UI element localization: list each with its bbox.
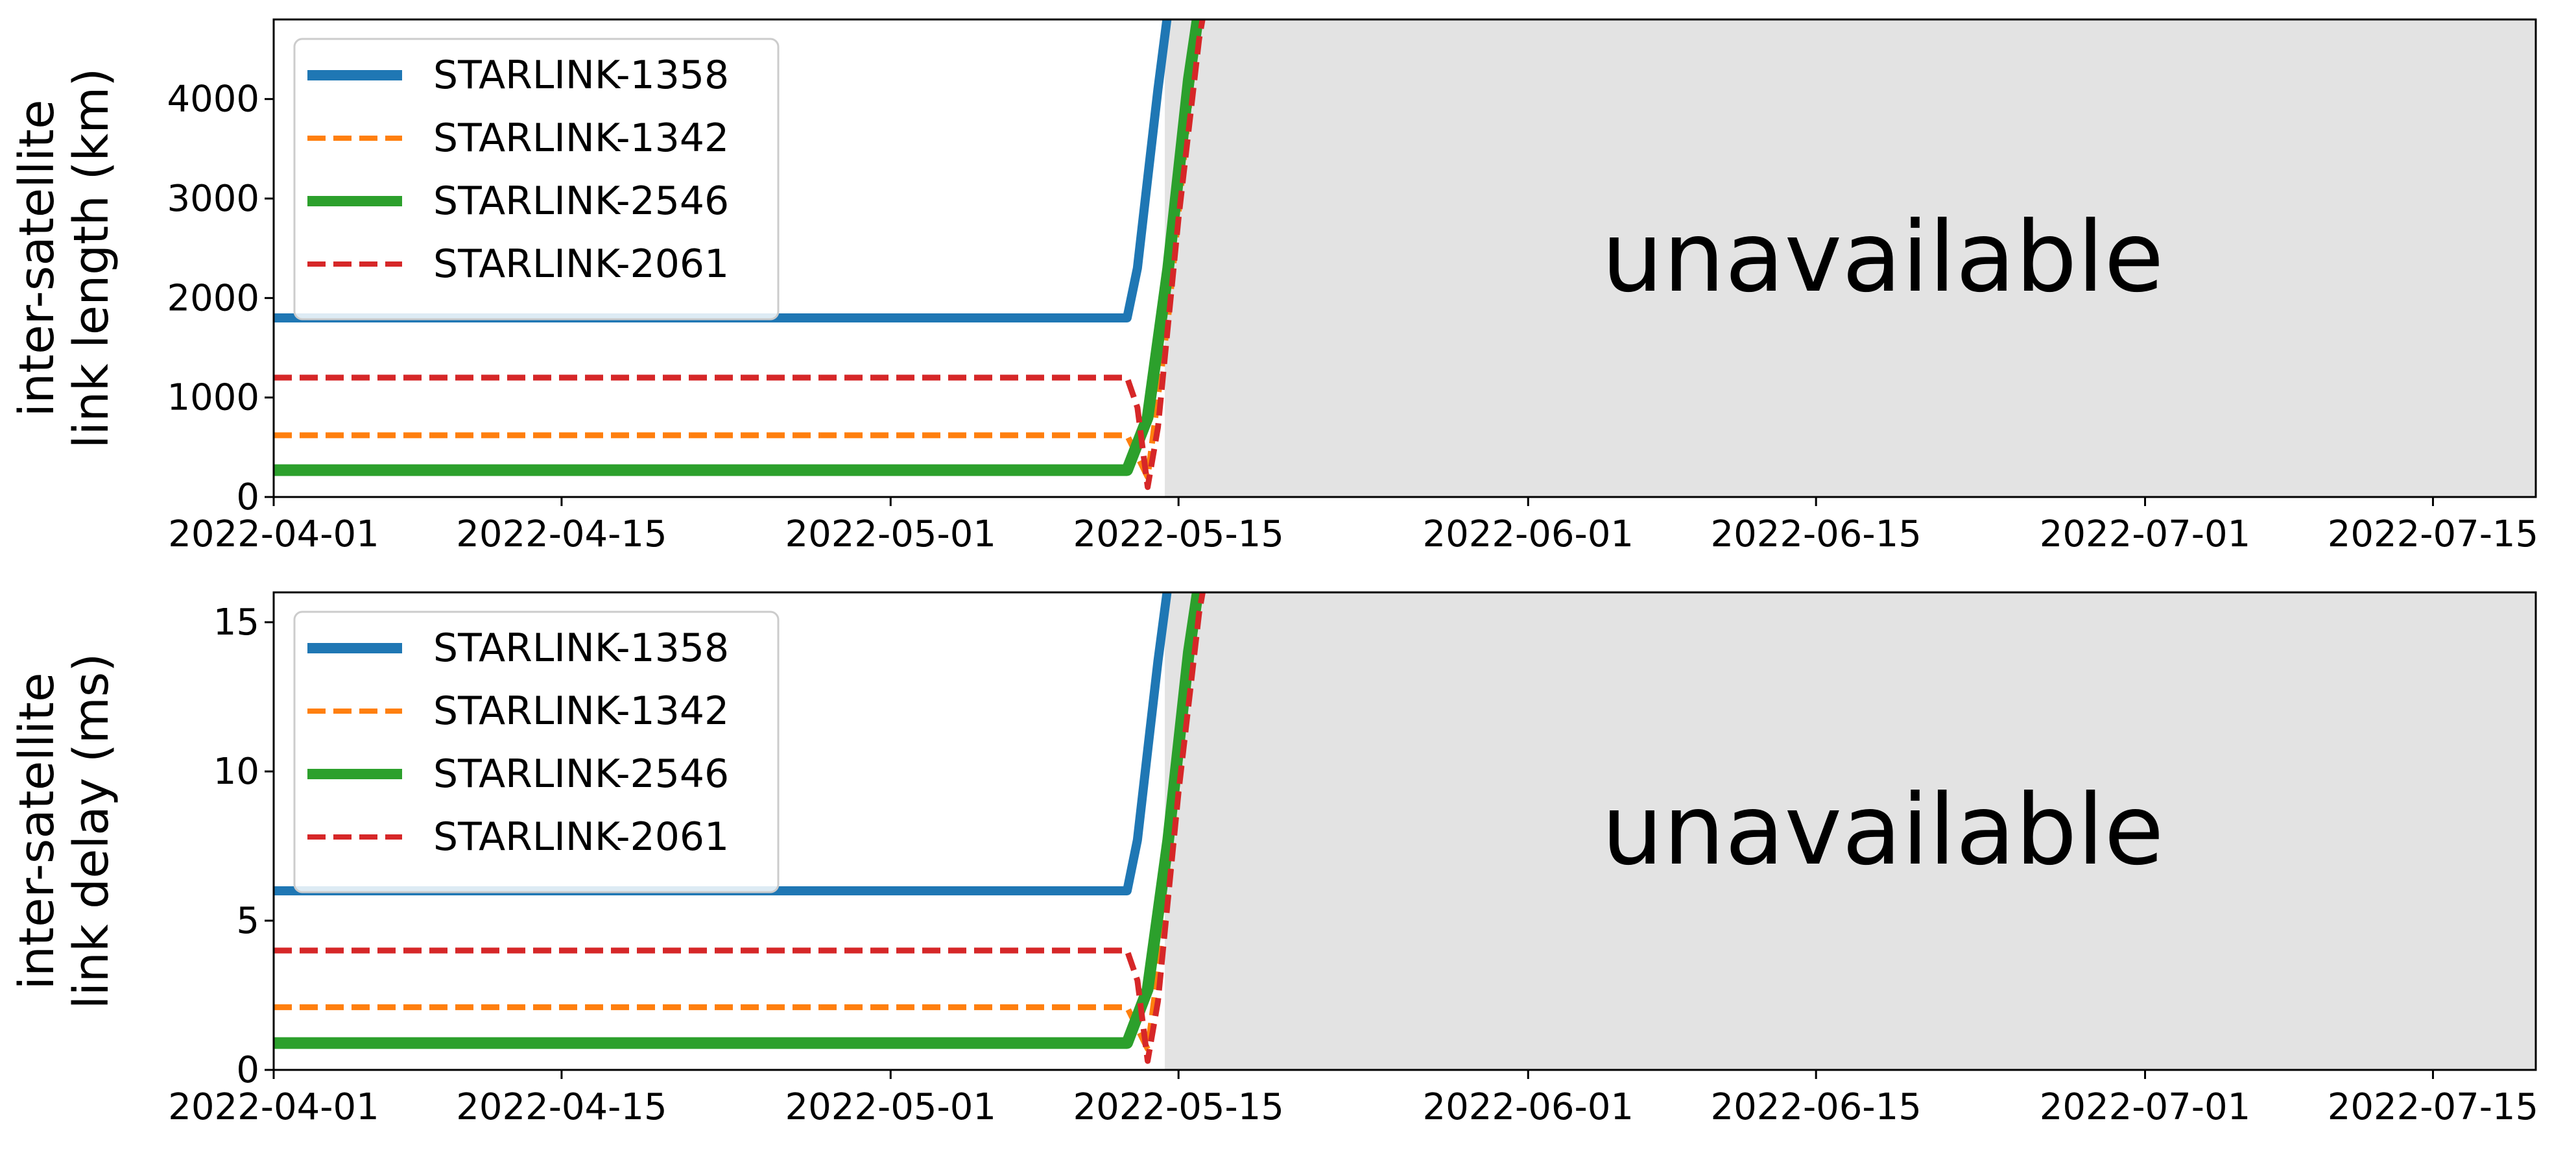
legend: STARLINK-1358 STARLINK-1342 STARLINK-2546 S… xyxy=(293,38,780,321)
legend-label: STARLINK-1342 xyxy=(433,115,729,161)
x-tick-label: 2022-05-01 xyxy=(785,1086,996,1128)
unavailable-region xyxy=(1165,19,2536,497)
legend-label: STARLINK-1358 xyxy=(433,53,729,98)
y-tick-label: 0 xyxy=(236,476,259,518)
x-tick-label: 2022-06-01 xyxy=(1423,1086,1634,1128)
x-tick-label: 2022-05-15 xyxy=(1073,513,1283,555)
series-line-starlink-2546 xyxy=(274,592,1204,1049)
chart-panel-1: 0 1000 2000 3000 4000 2022-04-01 2022-04-15 202… xyxy=(9,18,2538,555)
x-tick-label: 2022-04-01 xyxy=(168,1086,379,1128)
y-axis-label: inter-satellitelink length (km) xyxy=(9,68,119,448)
legend-box xyxy=(293,611,780,893)
x-tick-label: 2022-07-15 xyxy=(2328,1086,2538,1128)
x-tick-label: 2022-07-01 xyxy=(2040,513,2250,555)
y-axis-label-line: inter-satellite xyxy=(9,672,65,989)
y-axis-label-line: link length (km) xyxy=(64,68,119,448)
axes-frame xyxy=(272,18,2537,498)
x-tick-label: 2022-04-15 xyxy=(456,513,667,555)
legend-label: STARLINK-1358 xyxy=(433,625,729,671)
y-axis-label-line: link delay (ms) xyxy=(64,653,119,1010)
series-line-starlink-2061 xyxy=(274,19,1206,491)
y-tick-label: 15 xyxy=(213,601,259,644)
legend-label: STARLINK-2546 xyxy=(433,178,729,224)
y-tick-label: 5 xyxy=(236,900,259,942)
x-tick-label: 2022-05-01 xyxy=(785,513,996,555)
chart-panel-2: 0 5 10 15 2022-04-01 2022-04-15 2022-05-01 2022… xyxy=(9,591,2538,1128)
y-tick-label: 0 xyxy=(236,1049,259,1091)
y-tick-label: 10 xyxy=(213,751,259,793)
x-tick-label: 2022-05-15 xyxy=(1073,1086,1283,1128)
unavailable-annotation: unavailable xyxy=(1601,774,2164,887)
x-tick-label: 2022-04-15 xyxy=(456,1086,667,1128)
legend-label: STARLINK-2546 xyxy=(433,751,729,797)
x-tick-label: 2022-04-01 xyxy=(168,513,379,555)
legend-label: STARLINK-2061 xyxy=(433,814,729,860)
y-tick-label: 3000 xyxy=(167,178,259,220)
x-tick-label: 2022-07-01 xyxy=(2040,1086,2250,1128)
x-tick-label: 2022-06-15 xyxy=(1710,513,1921,555)
series-line-starlink-2061 xyxy=(274,592,1206,1064)
axes-frame xyxy=(272,591,2537,1071)
y-tick-label: 1000 xyxy=(167,377,259,419)
x-tick-label: 2022-07-15 xyxy=(2328,513,2538,555)
series-line-starlink-2546 xyxy=(274,19,1204,476)
unavailable-region xyxy=(1165,592,2536,1070)
y-axis-label-line: inter-satellite xyxy=(9,99,65,417)
x-tick-label: 2022-06-15 xyxy=(1710,1086,1921,1128)
legend-label: STARLINK-2061 xyxy=(433,241,729,287)
y-tick-label: 2000 xyxy=(167,277,259,319)
unavailable-annotation: unavailable xyxy=(1601,201,2164,314)
legend: STARLINK-1358 STARLINK-1342 STARLINK-2546 S… xyxy=(293,611,780,893)
legend-box xyxy=(293,38,780,321)
y-tick-label: 4000 xyxy=(167,79,259,121)
legend-label: STARLINK-1342 xyxy=(433,688,729,734)
y-axis-label: inter-satellitelink delay (ms) xyxy=(9,653,119,1010)
x-tick-label: 2022-06-01 xyxy=(1423,513,1634,555)
